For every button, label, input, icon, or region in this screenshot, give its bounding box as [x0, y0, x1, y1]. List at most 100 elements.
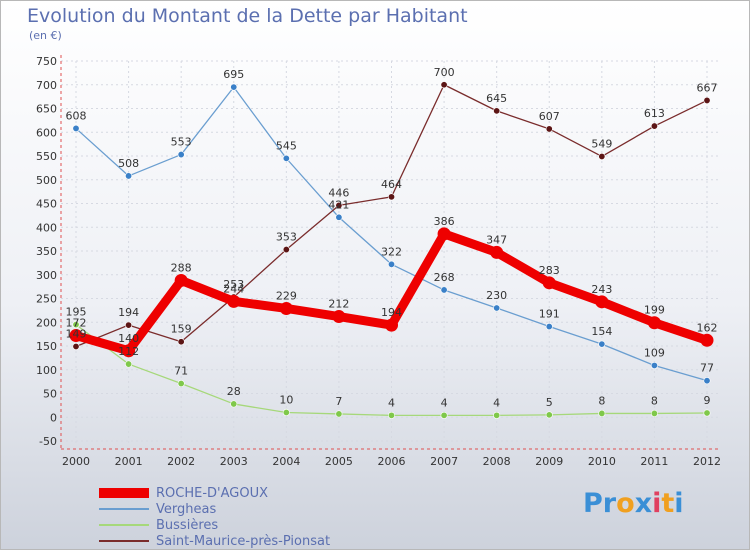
x-tick-label: 2002 — [167, 455, 195, 468]
data-point — [230, 83, 238, 91]
data-point — [72, 342, 80, 350]
data-point — [440, 411, 448, 419]
data-label: 159 — [171, 323, 192, 336]
logo-letter: o — [616, 488, 635, 519]
data-label: 194 — [381, 306, 402, 319]
data-label: 9 — [704, 394, 711, 407]
y-tick-label: 250 — [36, 293, 57, 306]
data-labels: 6085085536955454213222682301911541097719… — [66, 66, 718, 410]
data-point — [230, 400, 238, 408]
data-point — [387, 193, 395, 201]
data-point — [703, 377, 711, 385]
data-point — [387, 260, 395, 268]
data-point — [69, 329, 83, 343]
x-tick-label: 2010 — [588, 455, 616, 468]
data-point — [177, 338, 185, 346]
data-label: 553 — [171, 136, 192, 149]
data-label: 613 — [644, 107, 665, 120]
data-label: 347 — [486, 233, 507, 246]
y-tick-label: 50 — [43, 388, 57, 401]
legend-swatch-bussieres — [99, 524, 149, 526]
data-label: 695 — [223, 68, 244, 81]
data-label: 446 — [328, 186, 349, 199]
legend-label-vergheas: Vergheas — [156, 502, 217, 517]
data-point — [227, 294, 241, 308]
logo-letter: r — [602, 488, 617, 519]
data-label: 28 — [227, 385, 241, 398]
y-tick-label: 650 — [36, 103, 57, 116]
data-point — [335, 201, 343, 209]
data-point — [703, 409, 711, 417]
data-point — [282, 154, 290, 162]
logo-letter: x — [634, 488, 653, 519]
data-label: 322 — [381, 245, 402, 258]
data-point — [385, 318, 398, 332]
y-tick-label: 0 — [50, 411, 57, 424]
x-tick-label: 2004 — [272, 455, 300, 468]
data-label: 268 — [434, 271, 455, 284]
data-label: 10 — [279, 394, 293, 407]
data-label: 7 — [335, 395, 342, 408]
x-tick-label: 2011 — [640, 455, 668, 468]
data-point — [703, 96, 711, 104]
data-label: 191 — [539, 308, 560, 321]
x-tick-label: 2007 — [430, 455, 458, 468]
data-label: 421 — [328, 198, 349, 211]
data-label: 229 — [276, 289, 297, 302]
data-label: 545 — [276, 139, 297, 152]
x-tick-label: 2003 — [220, 455, 248, 468]
y-tick-label: 450 — [36, 198, 57, 211]
data-label: 154 — [591, 325, 612, 338]
data-label: 71 — [174, 365, 188, 378]
data-point — [177, 151, 185, 159]
data-label: 645 — [486, 92, 507, 105]
data-point — [493, 107, 501, 115]
legend-swatch-vergheas — [99, 508, 149, 510]
legend-label-bussieres: Bussières — [156, 518, 219, 533]
logo-letter: i — [674, 488, 684, 519]
data-label: 8 — [598, 394, 605, 407]
data-label: 162 — [697, 321, 718, 334]
y-tick-label: 200 — [36, 316, 57, 329]
data-label: 199 — [644, 304, 665, 317]
legend-label-saint-maurice: Saint-Maurice-près-Pionsat — [156, 534, 331, 549]
data-label: 244 — [223, 282, 244, 295]
proxiti-logo: Proxiti — [583, 488, 684, 519]
data-point — [437, 227, 451, 241]
y-tick-label: 600 — [36, 126, 57, 139]
x-tick-label: 2012 — [693, 455, 721, 468]
data-label: 283 — [539, 264, 560, 277]
data-label: 700 — [434, 66, 455, 79]
x-tick-label: 2008 — [483, 455, 511, 468]
data-label: 4 — [441, 396, 448, 409]
data-point — [72, 321, 80, 329]
x-tick-label: 2001 — [115, 455, 143, 468]
data-point — [282, 408, 290, 416]
data-point — [598, 340, 606, 348]
data-label: 607 — [539, 110, 560, 123]
data-label: 140 — [118, 332, 139, 345]
data-point — [598, 409, 606, 417]
data-label: 5 — [546, 396, 553, 409]
x-tick-label: 2009 — [535, 455, 563, 468]
y-tick-label: 100 — [36, 364, 57, 377]
data-label: 386 — [434, 215, 455, 228]
data-point — [174, 273, 188, 287]
data-label: 288 — [171, 261, 192, 274]
data-label: 667 — [697, 81, 718, 94]
data-point — [493, 304, 501, 312]
data-label: 109 — [644, 346, 665, 359]
data-point — [122, 344, 136, 358]
x-tick-label: 2005 — [325, 455, 353, 468]
y-tick-label: 400 — [36, 221, 57, 234]
data-point — [650, 361, 658, 369]
data-point — [650, 409, 658, 417]
logo-letter: i — [652, 488, 662, 519]
data-label: 212 — [328, 298, 349, 311]
data-point — [545, 323, 553, 331]
data-point — [282, 246, 290, 254]
data-point — [545, 411, 553, 419]
y-tick-label: -50 — [39, 435, 57, 448]
data-label: 4 — [388, 396, 395, 409]
